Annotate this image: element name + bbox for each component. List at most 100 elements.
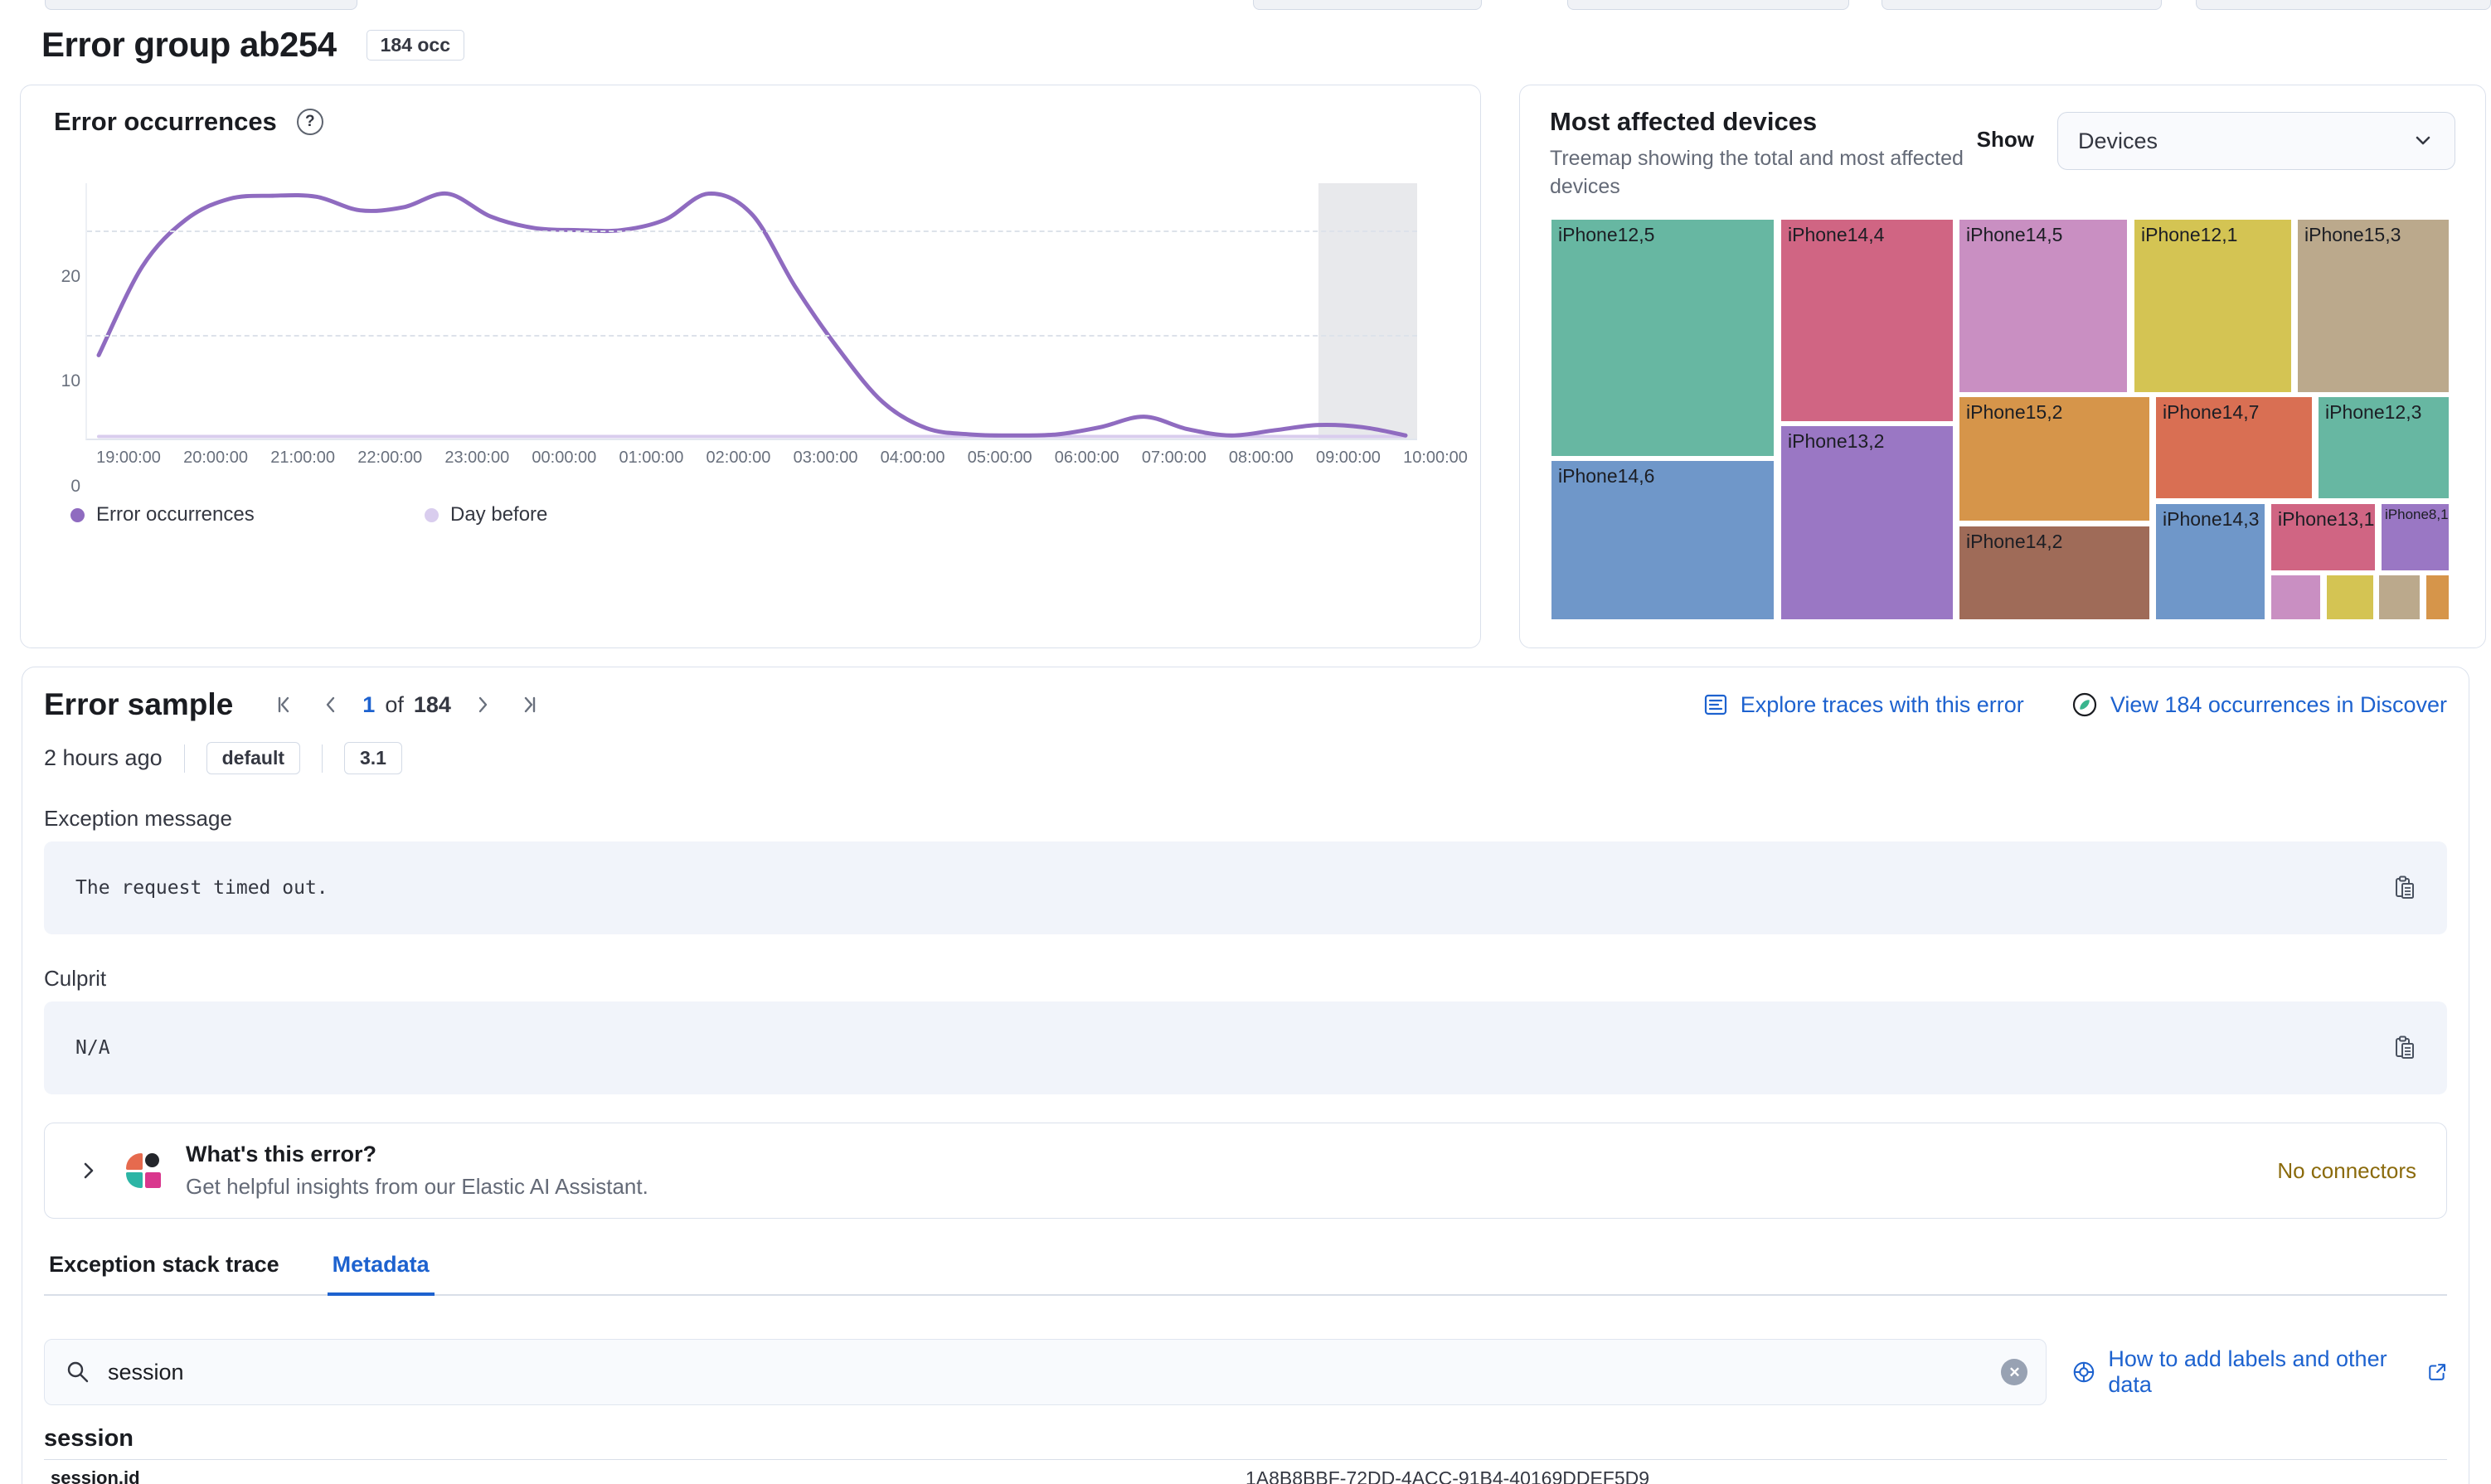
treemap-cell-iphone15-3[interactable]: iPhone15,3 xyxy=(2296,217,2450,394)
clear-search-button[interactable]: ✕ xyxy=(2001,1359,2028,1385)
treemap-cell-iphone14-4[interactable]: iPhone14,4 xyxy=(1780,217,1954,423)
metadata-row: session.id 1A8B8BBF-72DD-4ACC-91B4-40169D… xyxy=(44,1459,2447,1484)
x-axis-label: 04:00:00 xyxy=(880,449,945,467)
treemap-cell-iphone13-1[interactable]: iPhone13,1 xyxy=(2270,502,2377,572)
error-occurrences-chart: 19:00:00 20:00:00 21:00:00 22:00:00 23:00:00… xyxy=(54,183,1468,496)
last-page-button[interactable] xyxy=(514,690,544,720)
chevron-down-icon xyxy=(2416,136,2430,145)
chart-legend: Error occurrences Day before xyxy=(70,503,1447,526)
treemap-cell-iphone14-3[interactable]: iPhone14,3 xyxy=(2154,502,2266,621)
exception-message-block: The request timed out. xyxy=(44,841,2447,934)
ai-callout-subtitle: Get helpful insights from our Elastic AI… xyxy=(186,1174,648,1199)
exception-message-value: The request timed out. xyxy=(75,877,328,899)
toolbar-fragment xyxy=(1882,0,2162,10)
most-affected-devices-panel: Most affected devices Treemap showing th… xyxy=(1519,85,2486,648)
legend-item[interactable]: Error occurrences xyxy=(70,503,425,526)
pagination-current: 1 xyxy=(362,691,376,717)
x-axis-label: 07:00:00 xyxy=(1141,449,1207,467)
first-page-icon xyxy=(279,696,289,713)
panel-title-error-occurrences: Error occurrences xyxy=(54,107,277,136)
treemap-cell-iphone13-2[interactable]: iPhone13,2 xyxy=(1780,424,1954,621)
first-page-button[interactable] xyxy=(269,690,299,720)
y-axis-label: 0 xyxy=(70,477,80,496)
show-label: Show xyxy=(1976,127,2034,152)
copy-exception-button[interactable] xyxy=(2391,874,2419,902)
treemap-cell-iphone14-5[interactable]: iPhone14,5 xyxy=(1958,217,2129,394)
prev-page-button[interactable] xyxy=(316,690,346,720)
lifebuoy-icon xyxy=(2074,1361,2095,1383)
ai-callout-title: What's this error? xyxy=(186,1142,376,1166)
error-sample-panel: Error sample 1 of 184 Explore t xyxy=(22,667,2469,1484)
error-sample-title: Error sample xyxy=(44,687,234,721)
x-axis-label: 19:00:00 xyxy=(96,449,161,467)
next-page-button[interactable] xyxy=(468,690,498,720)
exception-message-label: Exception message xyxy=(44,806,232,831)
legend-dot xyxy=(425,507,439,522)
line-chart-svg xyxy=(96,192,1408,439)
external-link-icon xyxy=(2428,1364,2445,1380)
clipped-toolbar-fragments xyxy=(0,0,2491,12)
x-axis-label: 10:00:00 xyxy=(1403,449,1468,467)
view-occurrences-discover-link[interactable]: View 184 occurrences in Discover xyxy=(2071,691,2447,719)
treemap-cell[interactable] xyxy=(2325,573,2375,621)
treemap-cell-iphone12-1[interactable]: iPhone12,1 xyxy=(2133,217,2293,394)
devices-treemap: iPhone12,5 iPhone14,4 iPhone14,5 iPhone12,1… xyxy=(1550,217,2454,621)
gridline xyxy=(87,230,1417,232)
metadata-table: session.id 1A8B8BBF-72DD-4ACC-91B4-40169D… xyxy=(44,1459,2447,1484)
treemap-cell[interactable] xyxy=(2270,573,2322,621)
tab-exception-stack-trace[interactable]: Exception stack trace xyxy=(49,1252,279,1277)
x-axis-label: 01:00:00 xyxy=(619,449,684,467)
treemap-cell-iphone12-5[interactable]: iPhone12,5 xyxy=(1550,217,1775,458)
last-page-icon xyxy=(524,696,536,713)
devices-subtitle: Treemap showing the total and most affec… xyxy=(1550,147,1964,198)
culprit-label: Culprit xyxy=(44,966,107,991)
ai-assistant-callout[interactable]: What's this error? Get helpful insights … xyxy=(44,1123,2447,1219)
treemap-cell-iphone14-6[interactable]: iPhone14,6 xyxy=(1550,458,1775,621)
metadata-key: session.id xyxy=(51,1467,140,1484)
x-axis-label: 00:00:00 xyxy=(532,449,597,467)
toolbar-fragment xyxy=(45,0,357,10)
metadata-search-input[interactable] xyxy=(45,1340,2047,1404)
sample-badge: 3.1 xyxy=(344,742,402,774)
sample-badge: default xyxy=(206,742,300,774)
divider xyxy=(183,744,185,773)
x-axis-label: 23:00:00 xyxy=(444,449,510,467)
ai-assistant-logo xyxy=(126,1153,161,1188)
treemap-cell-iphone14-7[interactable]: iPhone14,7 xyxy=(2154,395,2314,500)
x-axis-label: 03:00:00 xyxy=(793,449,858,467)
x-axis-label: 22:00:00 xyxy=(357,449,423,467)
treemap-cell-iphone8-1[interactable]: iPhone8,1 xyxy=(2380,502,2450,572)
x-axis-label: 21:00:00 xyxy=(270,449,336,467)
sample-tabs: Exception stack trace Metadata xyxy=(44,1247,2447,1296)
no-connectors-status: No connectors xyxy=(2277,1157,2416,1183)
y-axis-label: 10 xyxy=(61,371,80,391)
trace-icon xyxy=(1704,694,1726,715)
x-axis-label: 09:00:00 xyxy=(1315,449,1381,467)
how-to-add-labels-link[interactable]: How to add labels and other data xyxy=(2071,1346,2447,1398)
devices-select[interactable]: Devices xyxy=(2057,112,2455,170)
chevron-right-icon xyxy=(84,1162,94,1179)
sample-timestamp: 2 hours ago xyxy=(44,745,163,770)
x-axis-label: 02:00:00 xyxy=(706,449,771,467)
treemap-cell-iphone14-2[interactable]: iPhone14,2 xyxy=(1958,524,2151,621)
help-icon[interactable]: ? xyxy=(296,109,323,135)
legend-label: Error occurrences xyxy=(96,503,255,526)
divider xyxy=(322,744,323,773)
sample-meta-row: 2 hours ago default 3.1 xyxy=(44,742,2447,774)
copy-culprit-button[interactable] xyxy=(2391,1034,2419,1062)
toolbar-fragment xyxy=(1253,0,1482,10)
copy-clipboard-icon xyxy=(2396,875,2414,899)
page-header: Error group ab254 184 occ xyxy=(41,22,2450,68)
explore-traces-link[interactable]: Explore traces with this error xyxy=(1702,691,2024,718)
treemap-cell[interactable] xyxy=(2377,573,2421,621)
treemap-cell[interactable] xyxy=(2425,573,2450,621)
legend-dot xyxy=(70,507,85,522)
sample-pagination: 1 of 184 xyxy=(269,690,544,720)
treemap-cell-iphone15-2[interactable]: iPhone15,2 xyxy=(1958,395,2151,522)
tab-metadata[interactable]: Metadata xyxy=(327,1247,435,1296)
legend-item[interactable]: Day before xyxy=(425,503,779,526)
metadata-value: 1A8B8BBF-72DD-4ACC-91B4-40169DDEF5D9 xyxy=(1246,1467,1650,1484)
toolbar-fragment xyxy=(2196,0,2491,10)
series-error-occurrences xyxy=(96,192,1408,438)
treemap-cell-iphone12-3[interactable]: iPhone12,3 xyxy=(2317,395,2450,500)
